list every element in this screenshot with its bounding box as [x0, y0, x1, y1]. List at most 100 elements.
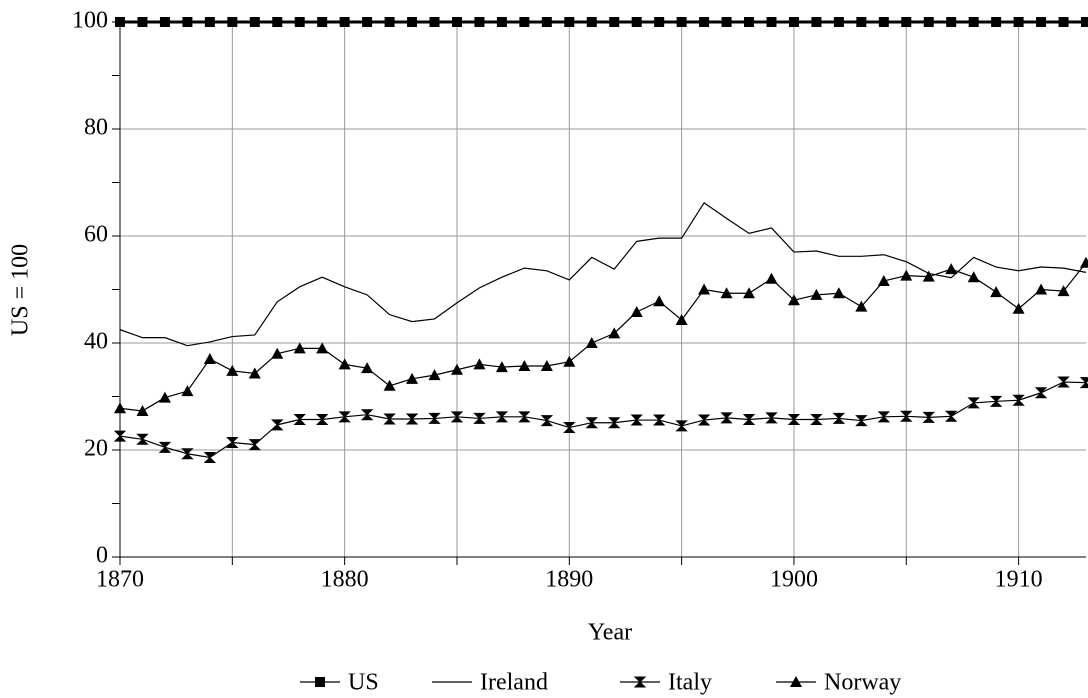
- marker: [744, 17, 755, 27]
- marker: [788, 17, 799, 27]
- marker: [450, 411, 464, 423]
- marker: [540, 360, 553, 372]
- legend-label: Norway: [824, 670, 901, 696]
- marker: [316, 342, 329, 354]
- marker: [317, 17, 328, 27]
- marker: [877, 411, 891, 423]
- marker: [968, 17, 979, 27]
- marker: [338, 358, 351, 370]
- series-line: [119, 262, 1087, 412]
- marker: [967, 271, 980, 283]
- series-line: [119, 381, 1087, 459]
- marker: [1058, 17, 1069, 27]
- marker: [226, 437, 239, 449]
- marker: [586, 17, 597, 27]
- marker: [248, 367, 261, 379]
- marker: [226, 364, 239, 376]
- marker: [699, 17, 710, 27]
- y-tick-label: 100: [72, 8, 108, 34]
- marker: [676, 17, 687, 27]
- marker: [945, 410, 958, 422]
- marker: [362, 17, 373, 27]
- marker: [519, 17, 530, 27]
- legend-label: US: [348, 670, 379, 696]
- marker: [203, 353, 216, 365]
- marker: [383, 413, 396, 425]
- marker: [360, 409, 374, 421]
- marker: [631, 17, 642, 27]
- marker: [922, 270, 935, 282]
- marker: [832, 412, 846, 424]
- marker: [721, 17, 732, 27]
- marker: [653, 295, 666, 307]
- marker: [1081, 17, 1088, 27]
- marker: [742, 414, 756, 426]
- marker: [114, 402, 126, 414]
- marker: [428, 412, 441, 424]
- marker: [945, 263, 958, 275]
- marker: [473, 412, 486, 424]
- marker: [541, 17, 552, 27]
- marker: [810, 414, 823, 426]
- legend-label: Ireland: [480, 670, 548, 696]
- marker: [743, 287, 756, 299]
- marker: [765, 272, 778, 284]
- marker: [137, 17, 148, 27]
- marker: [901, 17, 912, 27]
- marker: [496, 17, 507, 27]
- marker: [563, 355, 576, 367]
- marker: [1035, 283, 1048, 295]
- marker: [158, 391, 171, 403]
- marker: [294, 17, 305, 27]
- marker: [115, 17, 125, 27]
- y-axis-label: US = 100: [8, 244, 34, 336]
- legend-marker: [633, 676, 647, 688]
- marker: [271, 419, 284, 431]
- marker: [204, 17, 215, 27]
- marker: [766, 17, 777, 27]
- marker: [203, 451, 217, 463]
- marker: [518, 360, 531, 372]
- marker: [675, 313, 688, 325]
- marker: [407, 17, 418, 27]
- marker: [428, 369, 441, 381]
- marker: [856, 17, 867, 27]
- marker: [1057, 376, 1070, 388]
- marker: [855, 415, 868, 427]
- marker: [608, 327, 621, 339]
- marker: [181, 385, 194, 397]
- marker: [585, 417, 598, 429]
- marker: [405, 413, 419, 425]
- marker: [989, 395, 1003, 407]
- marker: [946, 17, 957, 27]
- marker: [159, 17, 170, 27]
- x-tick-label: 1870: [96, 567, 144, 593]
- marker: [1057, 285, 1070, 297]
- marker: [585, 337, 598, 348]
- marker: [383, 379, 396, 391]
- marker: [698, 283, 711, 295]
- marker: [654, 17, 665, 27]
- marker: [158, 441, 172, 453]
- marker: [765, 412, 778, 424]
- marker: [720, 287, 733, 299]
- marker: [249, 17, 260, 27]
- marker: [136, 433, 149, 445]
- x-tick-label: 1890: [545, 567, 593, 593]
- marker: [697, 414, 711, 426]
- marker: [878, 17, 889, 27]
- marker: [451, 17, 462, 27]
- marker: [900, 410, 913, 422]
- marker: [406, 372, 419, 384]
- marker: [564, 17, 575, 27]
- series-line: [119, 201, 1087, 347]
- x-tick-label: 1910: [995, 567, 1043, 593]
- marker: [810, 288, 823, 300]
- marker: [540, 415, 554, 427]
- marker: [630, 305, 643, 317]
- marker: [1080, 256, 1088, 268]
- marker: [900, 269, 913, 281]
- marker: [113, 430, 127, 442]
- marker: [227, 17, 238, 27]
